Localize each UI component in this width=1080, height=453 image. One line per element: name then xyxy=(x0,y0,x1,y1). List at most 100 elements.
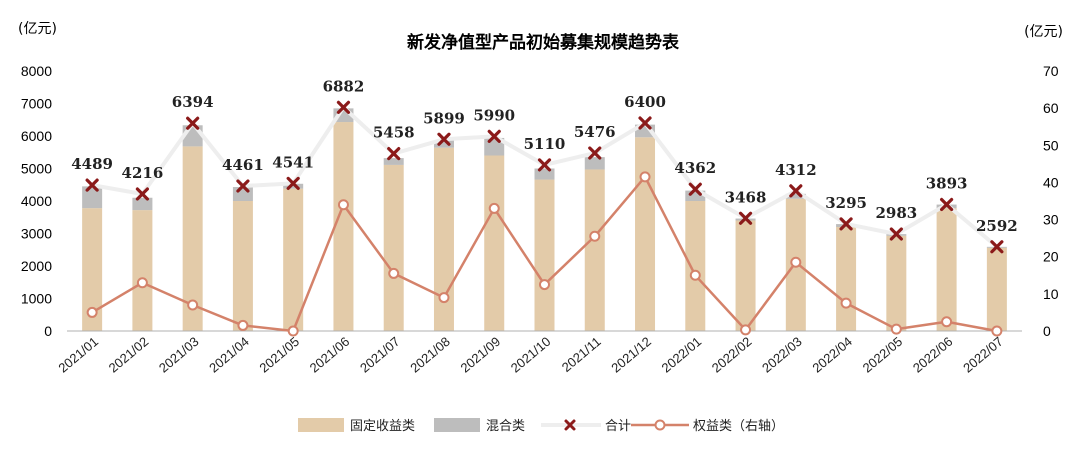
equity-point xyxy=(237,319,249,331)
total-marker-stroke xyxy=(990,240,1004,254)
bar-fixed-income xyxy=(986,247,1007,331)
legend-swatch-mixed xyxy=(434,418,480,432)
total-marker xyxy=(135,187,149,201)
total-marker-stroke xyxy=(839,217,853,231)
total-marker xyxy=(940,197,954,212)
bar-fixed-income xyxy=(836,227,857,331)
bar-fixed-income xyxy=(232,201,253,331)
y-left-tick-label: 8000 xyxy=(21,63,52,79)
total-data-label: 6394 xyxy=(172,93,214,111)
equity-point xyxy=(187,299,199,311)
y-right-tick-label: 70 xyxy=(1043,63,1059,79)
right-axis-unit: (亿元) xyxy=(1024,24,1063,40)
total-marker-stroke xyxy=(437,132,451,146)
equity-point xyxy=(86,306,98,318)
total-marker-stroke xyxy=(487,129,501,143)
total-marker-stroke xyxy=(387,147,401,161)
total-data-label: 4489 xyxy=(71,155,113,173)
x-tick-label: 2021/10 xyxy=(508,334,554,376)
bar-fixed-income xyxy=(735,220,756,331)
total-data-label: 5990 xyxy=(473,106,515,124)
bar-fixed-income xyxy=(534,179,555,331)
bar-fixed-income xyxy=(685,201,706,331)
bar-mixed xyxy=(685,190,706,201)
equity-point xyxy=(840,297,852,309)
bar-fixed-income xyxy=(383,164,404,331)
total-marker-stroke xyxy=(236,179,250,193)
total-marker xyxy=(738,211,753,225)
bar-fixed-income xyxy=(484,155,505,331)
equity-point xyxy=(337,199,349,211)
total-marker-stroke xyxy=(889,227,903,241)
total-marker xyxy=(537,158,552,172)
total-marker xyxy=(387,147,401,161)
equity-point xyxy=(438,292,450,304)
bar-fixed-income xyxy=(132,210,153,331)
total-marker xyxy=(487,129,501,143)
total-marker xyxy=(286,176,300,191)
x-tick-label: 2022/01 xyxy=(659,334,705,376)
total-marker-stroke xyxy=(789,184,803,198)
x-tick-label: 2021/03 xyxy=(156,334,202,376)
bar-mixed xyxy=(283,183,304,189)
equity-point xyxy=(488,202,500,214)
total-marker-stroke xyxy=(336,100,351,114)
total-data-label: 5899 xyxy=(423,109,465,127)
total-marker-stroke xyxy=(738,211,753,225)
legend-swatch-fixed-income xyxy=(298,418,344,432)
x-tick-label: 2021/07 xyxy=(357,334,403,376)
total-marker xyxy=(638,116,652,130)
equity-point xyxy=(639,171,651,183)
total-data-label: 2592 xyxy=(976,217,1018,235)
bar-fixed-income xyxy=(584,169,605,331)
equity-point xyxy=(890,323,902,335)
total-data-label: 4216 xyxy=(122,164,164,182)
legend-swatch-total-marker xyxy=(564,419,576,431)
total-data-label: 4461 xyxy=(222,156,264,174)
x-tick-label: 2022/04 xyxy=(809,334,855,376)
equity-point xyxy=(589,230,601,242)
y-left-tick-label: 3000 xyxy=(21,226,52,242)
equity-point xyxy=(740,324,752,336)
plot-area: 0 1000 2000 3000 4000 5000 6000 7000 8000 0 10 20 30… xyxy=(21,63,1059,376)
total-marker xyxy=(336,100,351,114)
y-left-tick-label: 7000 xyxy=(21,96,52,112)
bar-mixed xyxy=(82,186,103,209)
legend-swatch-equity-point xyxy=(654,419,666,431)
y-left-tick-label: 0 xyxy=(44,323,52,339)
total-marker-stroke xyxy=(85,178,99,192)
legend-label-total: 合计 xyxy=(605,419,631,434)
total-data-label: 4312 xyxy=(775,161,817,179)
bar-fixed-income xyxy=(635,137,656,331)
bar-fixed-income xyxy=(886,235,907,331)
total-data-label: 5458 xyxy=(373,124,415,142)
bar-mixed xyxy=(433,140,454,148)
total-marker-stroke xyxy=(638,116,652,130)
total-marker-stroke xyxy=(688,182,702,196)
total-data-label: 5476 xyxy=(574,123,616,141)
total-data-label: 5110 xyxy=(524,135,566,153)
equity-point xyxy=(689,269,701,281)
total-marker xyxy=(889,227,903,241)
left-axis-unit: (亿元) xyxy=(18,21,57,37)
legend: 固定收益类 混合类 合计 权益类（右轴） xyxy=(298,418,784,434)
bar-mixed xyxy=(232,187,253,201)
bar-mixed xyxy=(785,193,806,199)
y-left-tick-label: 5000 xyxy=(21,161,52,177)
x-tick-label: 2022/05 xyxy=(860,334,906,376)
legend-label-fixed-income: 固定收益类 xyxy=(350,419,415,434)
y-right-tick-label: 0 xyxy=(1043,323,1051,339)
total-marker xyxy=(85,178,99,192)
legend-label-mixed: 混合类 xyxy=(486,419,525,434)
x-tick-label: 2021/04 xyxy=(206,334,252,376)
x-tick-label: 2021/11 xyxy=(559,334,604,375)
x-tick-label: 2022/07 xyxy=(960,334,1006,376)
total-marker xyxy=(437,132,451,146)
bar-mixed xyxy=(383,158,404,165)
total-marker xyxy=(588,146,602,160)
bar-fixed-income xyxy=(333,122,354,332)
total-data-label: 3295 xyxy=(825,194,867,212)
equity-point xyxy=(388,267,400,279)
y-left-tick-label: 1000 xyxy=(21,291,52,307)
total-marker-stroke xyxy=(940,197,954,212)
